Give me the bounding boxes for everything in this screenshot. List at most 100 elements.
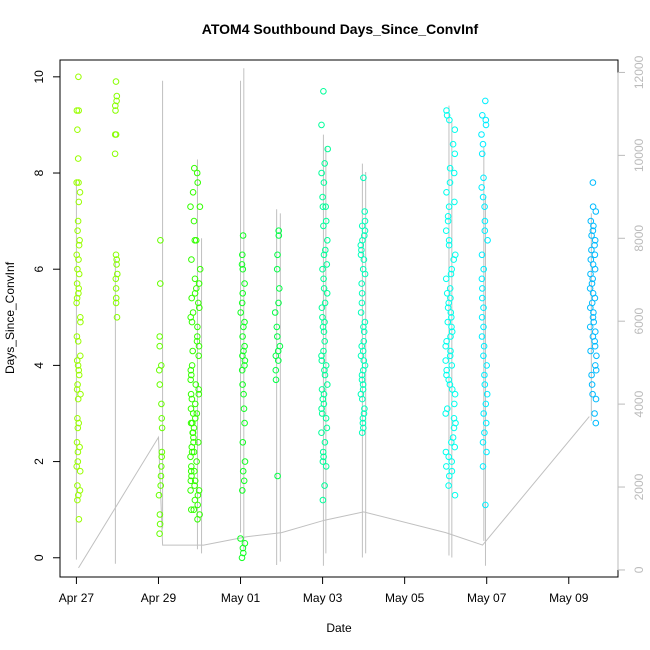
- data-point: [112, 102, 119, 109]
- data-point: [319, 193, 326, 201]
- data-point: [194, 323, 201, 331]
- data-point: [318, 410, 326, 417]
- data-point: [77, 352, 84, 360]
- x-tick-label: May 05: [385, 591, 425, 605]
- data-point: [586, 285, 594, 292]
- data-point: [240, 347, 247, 355]
- data-point: [73, 179, 80, 186]
- data-point: [158, 415, 165, 422]
- data-point: [195, 352, 202, 360]
- data-point: [188, 395, 196, 403]
- data-point: [191, 290, 199, 297]
- data-point: [194, 179, 201, 186]
- x-axis: Apr 27 Apr 29 May 01 May 03 May 05 May 07 May …: [59, 576, 589, 605]
- data-point: [593, 352, 600, 360]
- data-point: [589, 390, 596, 398]
- data-point: [481, 203, 488, 210]
- data-point: [443, 107, 450, 114]
- data-point: [195, 280, 203, 287]
- data-point: [157, 482, 164, 489]
- data-point: [241, 280, 248, 287]
- data-point: [480, 304, 487, 312]
- data-point: [451, 198, 458, 206]
- data-point: [320, 179, 328, 186]
- data-point: [276, 285, 283, 292]
- data-point: [194, 333, 201, 340]
- data-point: [446, 352, 454, 360]
- data-point: [74, 362, 82, 369]
- data-point: [591, 251, 599, 259]
- data-point: [359, 415, 367, 422]
- data-point: [360, 424, 367, 432]
- data-point: [321, 439, 329, 446]
- data-point: [483, 362, 491, 369]
- data-point: [448, 314, 455, 321]
- data-point: [158, 424, 166, 432]
- data-point: [319, 448, 327, 456]
- data-point: [590, 309, 597, 316]
- data-point: [238, 554, 246, 562]
- data-point: [188, 318, 196, 326]
- data-point: [318, 357, 326, 364]
- data-point: [157, 472, 165, 480]
- data-point: [77, 318, 84, 326]
- data-point: [319, 458, 327, 465]
- data-point: [451, 443, 459, 451]
- data-point: [592, 208, 600, 215]
- data-point: [478, 131, 485, 138]
- data-point: [74, 155, 82, 162]
- data-point: [322, 415, 330, 422]
- y-tick-label: 4: [32, 362, 46, 369]
- data-point: [239, 544, 247, 552]
- data-point: [156, 530, 163, 538]
- data-point: [237, 309, 244, 316]
- x-tick-label: May 03: [303, 591, 343, 605]
- data-point: [320, 285, 328, 292]
- data-point: [112, 78, 120, 85]
- x-axis-label: Date: [326, 621, 352, 635]
- x-tick-label: May 01: [221, 591, 261, 605]
- data-point: [74, 496, 81, 504]
- data-point: [320, 222, 327, 230]
- data-point: [321, 366, 328, 374]
- data-point: [480, 410, 488, 417]
- data-point: [478, 333, 486, 340]
- data-point: [588, 371, 595, 379]
- data-point: [479, 294, 486, 302]
- data-point: [157, 280, 164, 287]
- data-point: [446, 472, 453, 480]
- data-point: [113, 314, 121, 321]
- data-point: [318, 121, 325, 129]
- data-point: [323, 261, 331, 268]
- data-point: [75, 73, 82, 81]
- data-point: [241, 318, 248, 326]
- data-point: [194, 516, 201, 523]
- data-point: [158, 463, 165, 470]
- y-tick-label: 8: [32, 169, 46, 176]
- data-point: [358, 376, 366, 384]
- y-right-tick-label: 0: [632, 566, 646, 573]
- data-point: [319, 496, 327, 504]
- data-point: [482, 116, 490, 124]
- data-point: [481, 217, 489, 225]
- y-right-tick-label: 6000: [632, 308, 646, 335]
- data-point: [323, 290, 331, 297]
- data-point: [193, 410, 201, 417]
- data-point: [450, 424, 458, 432]
- chart-title: ATOM4 Southbound Days_Since_ConvInf: [202, 21, 479, 37]
- data-point: [73, 107, 81, 114]
- data-point: [191, 237, 199, 244]
- data-point: [481, 381, 489, 388]
- data-point: [239, 265, 247, 273]
- data-point: [196, 265, 204, 273]
- data-point: [447, 333, 454, 340]
- data-point: [187, 376, 194, 384]
- data-point: [275, 299, 282, 307]
- data-point: [318, 429, 325, 437]
- data-point: [75, 107, 82, 114]
- data-point: [319, 265, 326, 273]
- data-point: [196, 304, 203, 312]
- data-point: [445, 241, 453, 249]
- data-point: [360, 357, 368, 364]
- data-point: [358, 429, 366, 437]
